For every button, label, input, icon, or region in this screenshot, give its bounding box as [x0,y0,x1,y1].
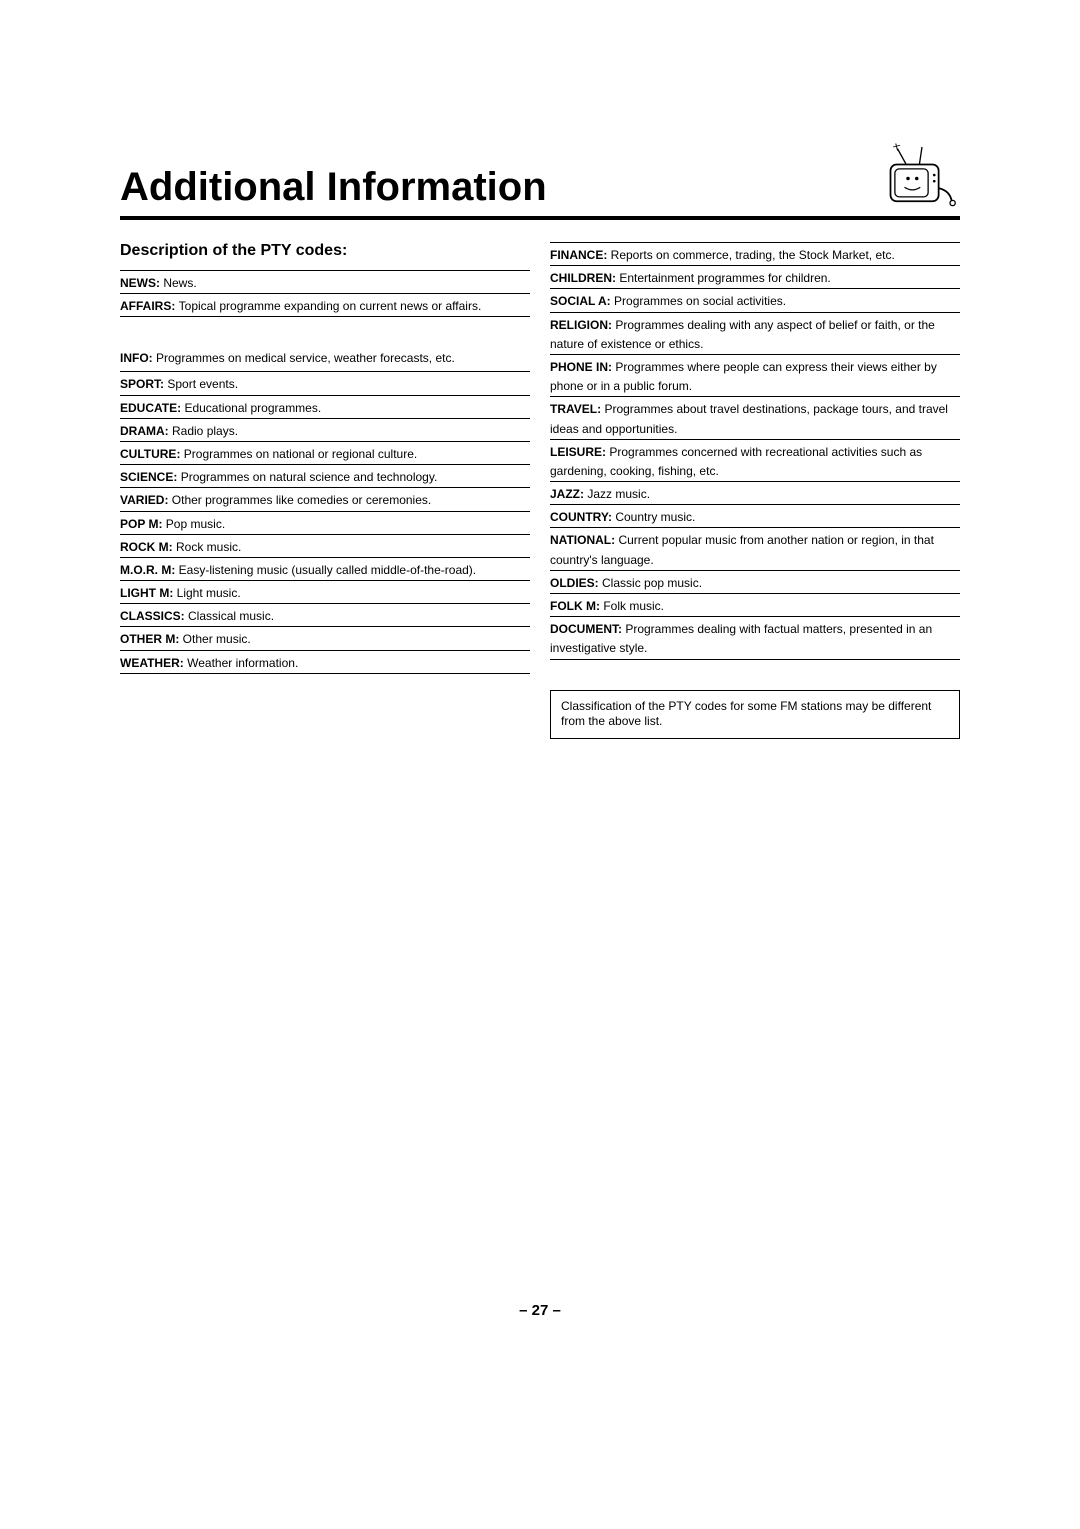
pty-entry: LIGHT M: Light music. [120,580,530,603]
pty-desc: Educational programmes. [184,401,321,415]
pty-code: POP M: [120,517,166,531]
pty-entry: JAZZ: Jazz music. [550,481,960,504]
left-column: Description of the PTY codes: NEWS: News… [120,242,530,739]
pty-code: FOLK M: [550,599,603,613]
pty-code: PHONE IN: [550,360,615,374]
pty-desc: Sport events. [167,377,238,391]
pty-code: CHILDREN: [550,271,619,285]
pty-entry: SOCIAL A: Programmes on social activitie… [550,288,960,311]
pty-code: JAZZ: [550,487,587,501]
pty-code: FINANCE: [550,248,611,262]
pty-entry: EDUCATE: Educational programmes. [120,395,530,418]
pty-code: CLASSICS: [120,609,188,623]
page-container: Additional Information Description of th… [0,0,1080,739]
pty-entry: OLDIES: Classic pop music. [550,570,960,593]
pty-entry: POP M: Pop music. [120,511,530,534]
pty-desc: Classic pop music. [602,576,702,590]
page-number: – 27 – [0,1302,1080,1319]
pty-info-standalone: INFO: Programmes on medical service, wea… [120,349,530,371]
left-entry-list: SPORT: Sport events.EDUCATE: Educational… [120,371,530,673]
pty-code: OLDIES: [550,576,602,590]
pty-desc: Country music. [615,510,695,524]
pty-code: ROCK M: [120,540,176,554]
pty-code: INFO: [120,351,156,365]
pty-desc: Pop music. [166,517,225,531]
pty-code: EDUCATE: [120,401,184,415]
spacer [120,317,530,349]
pty-code: CULTURE: [120,447,184,461]
pty-entry: WEATHER: Weather information. [120,650,530,674]
pty-code: VARIED: [120,493,172,507]
right-column: FINANCE: Reports on commerce, trading, t… [550,242,960,739]
pty-entry: CLASSICS: Classical music. [120,603,530,626]
pty-entry: M.O.R. M: Easy-listening music (usually … [120,557,530,580]
header-row: Additional Information [120,140,960,220]
pty-desc: Other music. [183,632,251,646]
pty-code: DRAMA: [120,424,172,438]
pty-code: AFFAIRS: [120,299,179,313]
pty-code: SPORT: [120,377,167,391]
pty-code: M.O.R. M: [120,563,179,577]
pty-entry: PHONE IN: Programmes where people can ex… [550,354,960,396]
pty-code: SCIENCE: [120,470,181,484]
pty-desc: Rock music. [176,540,241,554]
pty-desc: Light music. [177,586,241,600]
pty-code: SOCIAL A: [550,294,614,308]
pty-desc: Entertainment programmes for children. [619,271,830,285]
pty-entry: AFFAIRS: Topical programme expanding on … [120,293,530,317]
pty-desc: Folk music. [603,599,664,613]
pty-desc: Other programmes like comedies or ceremo… [172,493,431,507]
pty-entry: COUNTRY: Country music. [550,504,960,527]
pty-entry: FINANCE: Reports on commerce, trading, t… [550,242,960,265]
pty-desc: Topical programme expanding on current n… [179,299,482,313]
pty-desc: Programmes on social activities. [614,294,786,308]
classification-note: Classification of the PTY codes for some… [550,690,960,739]
pty-code: COUNTRY: [550,510,615,524]
pty-entry: OTHER M: Other music. [120,626,530,649]
content-columns: Description of the PTY codes: NEWS: News… [120,242,960,739]
pty-code: NATIONAL: [550,533,618,547]
pty-entry: SCIENCE: Programmes on natural science a… [120,464,530,487]
pty-desc: Programmes about travel destinations, pa… [550,402,948,435]
pty-entry: CULTURE: Programmes on national or regio… [120,441,530,464]
pty-code: DOCUMENT: [550,622,625,636]
pty-desc: Weather information. [187,656,298,670]
pty-desc: News. [163,276,196,290]
section-subtitle: Description of the PTY codes: [120,242,530,260]
pty-desc: Easy-listening music (usually called mid… [179,563,476,577]
pty-entry: NATIONAL: Current popular music from ano… [550,527,960,569]
pty-entry: CHILDREN: Entertainment programmes for c… [550,265,960,288]
pty-entry: DOCUMENT: Programmes dealing with factua… [550,616,960,659]
pty-code: NEWS: [120,276,163,290]
pty-code: RELIGION: [550,318,615,332]
pty-entry: SPORT: Sport events. [120,371,530,394]
pty-desc: Reports on commerce, trading, the Stock … [611,248,895,262]
pty-desc: Programmes on national or regional cultu… [184,447,417,461]
pty-entry: LEISURE: Programmes concerned with recre… [550,439,960,481]
pty-desc: Programmes on natural science and techno… [181,470,438,484]
pty-code: LIGHT M: [120,586,177,600]
pty-entry: DRAMA: Radio plays. [120,418,530,441]
pty-code: OTHER M: [120,632,183,646]
tv-mascot-icon [870,140,960,210]
pty-entry: TRAVEL: Programmes about travel destinat… [550,396,960,438]
pty-entry: NEWS: News. [120,270,530,293]
pty-entry: VARIED: Other programmes like comedies o… [120,487,530,510]
pty-desc: Programmes on medical service, weather f… [156,351,455,365]
pty-desc: Classical music. [188,609,274,623]
page-title: Additional Information [120,165,547,210]
pty-entry: ROCK M: Rock music. [120,534,530,557]
pty-entry: RELIGION: Programmes dealing with any as… [550,312,960,354]
right-entry-list: FINANCE: Reports on commerce, trading, t… [550,242,960,660]
pty-code: TRAVEL: [550,402,604,416]
pty-code: LEISURE: [550,445,609,459]
pty-desc: Jazz music. [587,487,650,501]
pty-code: WEATHER: [120,656,187,670]
pty-desc: Radio plays. [172,424,238,438]
pty-entry: FOLK M: Folk music. [550,593,960,616]
